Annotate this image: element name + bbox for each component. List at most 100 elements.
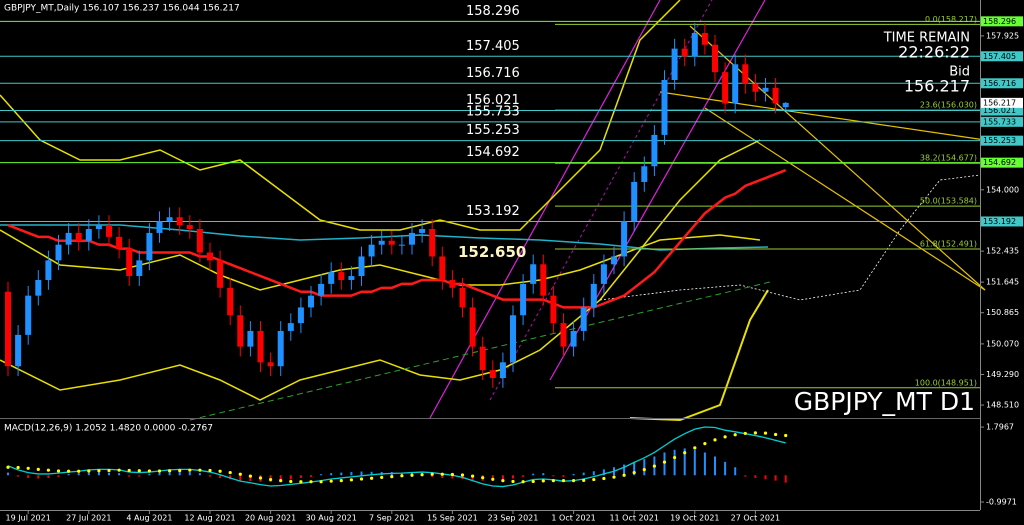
- level-label: 153.192: [466, 204, 520, 219]
- macd-bar: [643, 459, 646, 476]
- x-tick-label: 4 Aug 2021: [126, 514, 172, 523]
- macd-bar: [451, 475, 454, 479]
- bid-price: 156.217: [983, 98, 1016, 107]
- band-line: [0, 139, 761, 401]
- macd-bar: [431, 475, 434, 477]
- candle-body: [217, 260, 224, 288]
- candle-body: [510, 315, 516, 363]
- candle-body: [95, 225, 102, 229]
- macd-bar: [97, 472, 100, 476]
- macd-bar: [219, 475, 222, 478]
- macd-bar: [592, 471, 595, 476]
- macd-signal-dot: [238, 472, 242, 476]
- macd-signal-dot: [440, 472, 444, 476]
- cloud-line: [599, 174, 981, 301]
- level-price-box: [981, 51, 1023, 62]
- macd-bar: [320, 474, 323, 476]
- macd-signal-dot: [763, 431, 768, 435]
- macd-bar: [663, 452, 666, 476]
- macd-bar: [471, 475, 474, 481]
- macd-bar: [542, 473, 545, 476]
- macd-bar: [158, 472, 161, 476]
- level-price: 154.692: [983, 158, 1016, 167]
- macd-signal-dot: [46, 468, 51, 472]
- channel-line: [489, 0, 713, 401]
- macd-signal-dot: [329, 479, 333, 483]
- macd-signal-dot: [168, 469, 172, 473]
- macd-bar: [340, 472, 343, 476]
- macd-signal-dot: [784, 433, 788, 438]
- macd-signal-dot: [188, 468, 192, 472]
- candle-body: [671, 48, 678, 80]
- macd-bar: [744, 475, 747, 477]
- trend-line: [689, 25, 986, 291]
- macd-signal-dot: [16, 465, 20, 470]
- level-price-box: [981, 157, 1023, 168]
- macd-bar: [633, 461, 636, 476]
- macd-signal-dot: [349, 478, 353, 482]
- candle-body: [742, 64, 749, 84]
- macd-bar: [47, 475, 50, 478]
- candle-body: [328, 272, 335, 284]
- macd-signal-dot: [662, 460, 667, 464]
- candle-body: [590, 283, 597, 308]
- macd-signal-dot: [743, 431, 747, 436]
- macd-signal-dot: [269, 477, 273, 482]
- macd-signal-dot: [218, 469, 222, 473]
- candle-body: [600, 264, 607, 284]
- candle-body: [196, 228, 203, 253]
- macd-signal-dot: [77, 469, 81, 473]
- level-price: 156.021: [983, 106, 1016, 115]
- level-label: 157.405: [466, 39, 520, 54]
- fibo-label: 100.0(148.951): [915, 378, 977, 387]
- bid-price-box: [981, 97, 1023, 108]
- candle-body: [186, 225, 193, 229]
- level-label: 154.692: [466, 145, 520, 160]
- macd-bar: [673, 449, 676, 476]
- macd-signal-dot: [56, 469, 61, 473]
- candle-body: [722, 72, 729, 104]
- macd-bar: [7, 472, 9, 476]
- candle-body: [772, 87, 779, 104]
- fibo-label: 50.0(153.584): [920, 197, 977, 206]
- macd-signal-dot: [592, 477, 596, 482]
- macd-signal-dot: [561, 479, 566, 483]
- macd-signal-dot: [460, 473, 465, 477]
- candle-body: [338, 272, 345, 280]
- macd-signal-dot: [380, 475, 384, 480]
- macd-signal-dot: [299, 480, 303, 484]
- candle-body: [297, 307, 304, 324]
- fibo-label: 38.2(154.677): [920, 154, 977, 163]
- macd-main-line: [7, 426, 786, 488]
- macd-signal-dot: [753, 431, 758, 435]
- candle-body: [277, 330, 284, 367]
- macd-signal-dot: [733, 433, 737, 437]
- candle-body: [55, 244, 62, 261]
- candle-body: [580, 307, 587, 331]
- macd-bar: [683, 448, 686, 476]
- macd-bar: [37, 475, 40, 479]
- macd-signal-dot: [531, 479, 535, 484]
- y-tick-label: 150.070: [986, 339, 1019, 348]
- macd-signal-dot: [6, 465, 10, 469]
- candle-body: [85, 228, 92, 241]
- macd-bar: [77, 473, 80, 476]
- macd-signal-dot: [511, 479, 515, 484]
- y-tick-label: 152.435: [986, 247, 1019, 256]
- candle-body: [156, 221, 163, 233]
- macd-bar: [764, 475, 767, 480]
- candle-body: [621, 221, 628, 257]
- candle-body: [116, 236, 123, 249]
- macd-bar: [441, 475, 444, 478]
- macd-signal-dot: [430, 472, 434, 476]
- macd-bar: [734, 467, 737, 476]
- candle-body: [409, 232, 415, 245]
- time-remain-label: TIME REMAIN: [883, 31, 970, 46]
- macd-signal-dot: [248, 474, 252, 478]
- trend-line: [659, 91, 986, 141]
- macd-signal-dot: [400, 474, 404, 478]
- band-line: [0, 0, 681, 231]
- macd-bar: [209, 475, 211, 477]
- candle-body: [237, 315, 244, 347]
